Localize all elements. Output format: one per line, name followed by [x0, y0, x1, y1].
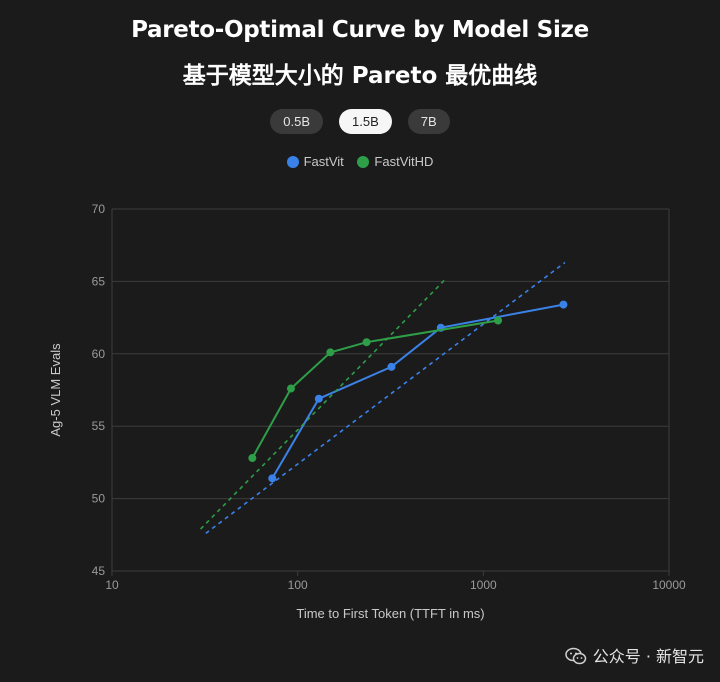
tab-7b[interactable]: 7B — [407, 109, 450, 134]
legend-swatch-fastvithd — [357, 156, 370, 168]
legend-label-fastvit: FastVit — [303, 154, 344, 169]
trend-line-fastvit — [205, 261, 566, 534]
data-point-fastvithd — [286, 384, 295, 393]
wechat-icon — [564, 647, 586, 665]
watermark: 公众号 · 新智元 — [564, 643, 704, 667]
data-point-fastvit — [268, 474, 277, 483]
y-tick-label: 60 — [92, 347, 106, 361]
y-tick-label: 50 — [92, 492, 106, 506]
series-fastvithd — [200, 277, 503, 530]
y-tick-label: 45 — [92, 564, 106, 578]
series — [200, 261, 568, 534]
y-tick-label: 65 — [92, 274, 106, 288]
data-point-fastvit — [559, 300, 568, 309]
trend-line-fastvithd — [200, 277, 447, 530]
x-axis-label: Time to First Token (TTFT in ms) — [296, 606, 484, 621]
legend-swatch-fastvit — [286, 156, 299, 168]
legend-label-fastvithd: FastVitHD — [374, 154, 434, 169]
legend-item-fastvithd[interactable]: FastVitHD — [357, 154, 433, 169]
tab-0-5b[interactable]: 0.5B — [270, 109, 324, 134]
chart-subtitle: 基于模型大小的 Pareto 最优曲线 — [182, 63, 538, 89]
x-tick-label: 10000 — [652, 578, 686, 592]
y-axis-label: Ag-5 VLM Evals — [48, 343, 63, 437]
series-line-fastvit — [271, 303, 564, 479]
data-point-fastvithd — [248, 454, 257, 463]
watermark-text: 公众号 · 新智元 — [592, 647, 704, 666]
x-tick-label: 100 — [288, 578, 308, 592]
y-tick-label: 55 — [92, 419, 106, 433]
grid-lines — [111, 208, 670, 572]
data-point-fastvit — [314, 394, 323, 403]
data-point-fastvit — [387, 362, 396, 371]
chart-title: Pareto-Optimal Curve by Model Size — [131, 17, 589, 43]
legend-item-fastvit[interactable]: FastVit — [286, 154, 344, 169]
model-size-tabs: 0.5B 1.5B 7B — [0, 109, 720, 134]
series-fastvit — [205, 261, 568, 534]
data-point-fastvithd — [494, 316, 503, 325]
y-tick-label: 70 — [92, 202, 106, 216]
x-tick-label: 1000 — [470, 578, 497, 592]
data-point-fastvithd — [362, 338, 371, 347]
tab-1-5b[interactable]: 1.5B — [339, 109, 392, 134]
data-point-fastvithd — [326, 348, 335, 357]
axes: 45 50 55 60 65 70 10 100 1000 10000 Time to First … — [48, 202, 686, 621]
chart-legend: FastVit FastVitHD — [0, 154, 720, 169]
x-tick-label: 10 — [105, 578, 119, 592]
